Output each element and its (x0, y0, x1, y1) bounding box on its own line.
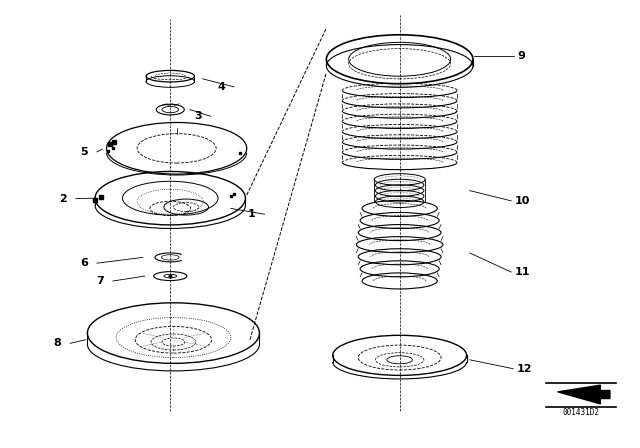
Text: 9: 9 (518, 51, 525, 61)
Text: 6: 6 (80, 258, 88, 268)
Text: 12: 12 (516, 364, 532, 374)
Text: 1: 1 (248, 209, 256, 219)
Polygon shape (557, 385, 610, 404)
Text: 3: 3 (194, 111, 202, 121)
Text: 001431D2: 001431D2 (563, 408, 600, 417)
Text: 4: 4 (218, 82, 225, 92)
Text: 8: 8 (54, 338, 61, 348)
Text: 7: 7 (96, 276, 104, 286)
Text: 2: 2 (60, 194, 67, 204)
Text: 10: 10 (515, 196, 530, 206)
Text: 5: 5 (81, 147, 88, 157)
Text: 11: 11 (515, 267, 530, 277)
